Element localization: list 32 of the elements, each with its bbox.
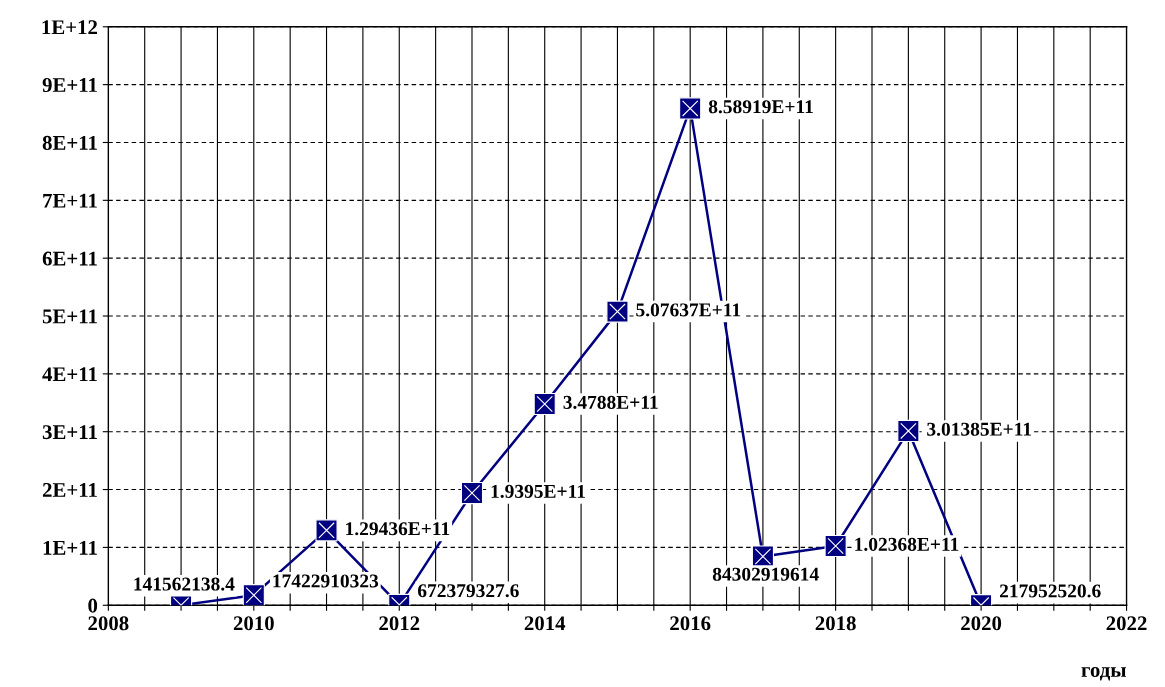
y-tick-label: 8E+11 (42, 135, 97, 150)
y-tick-label: 3E+11 (42, 425, 97, 440)
y-tick-label: 5E+11 (42, 309, 97, 324)
y-tick-label: 1E+11 (43, 540, 97, 555)
data-label: 17422910323 (273, 574, 379, 588)
x-tick-label: 2016 (670, 616, 711, 631)
data-label: 3.4788E+11 (563, 395, 658, 409)
data-label: 5.07637E+11 (636, 303, 741, 317)
y-tick-label: 0 (88, 598, 98, 613)
y-tick-label: 1E+12 (42, 20, 98, 35)
y-tick-label: 2E+11 (42, 482, 97, 497)
data-label: 8.58919E+11 (708, 100, 813, 114)
x-tick-label: 2020 (961, 616, 1002, 631)
data-label: 217952520.6 (999, 584, 1101, 598)
y-tick-label: 7E+11 (43, 193, 97, 208)
data-label: 141562138.4 (134, 577, 235, 591)
data-label: 84302919614 (712, 567, 819, 581)
data-label: 1.9395E+11 (491, 484, 585, 499)
data-label: 3.01385E+11 (927, 422, 1032, 436)
x-tick-label: 2014 (524, 616, 566, 631)
y-tick-label: 4E+11 (42, 367, 97, 382)
x-tick-label: 2008 (88, 616, 129, 631)
x-tick-label: 2010 (233, 616, 274, 631)
x-tick-label: 2012 (379, 616, 420, 631)
y-tick-label: 9E+11 (42, 78, 97, 93)
x-tick-label: 2022 (1106, 616, 1147, 631)
x-axis-title: годы (1081, 666, 1126, 681)
data-label: 672379327.6 (417, 584, 519, 598)
data-label: 1.02368E+11 (855, 537, 959, 551)
x-tick-label: 2018 (815, 616, 856, 631)
data-label: 1.29436E+11 (346, 522, 450, 536)
y-tick-label: 6E+11 (42, 251, 97, 266)
